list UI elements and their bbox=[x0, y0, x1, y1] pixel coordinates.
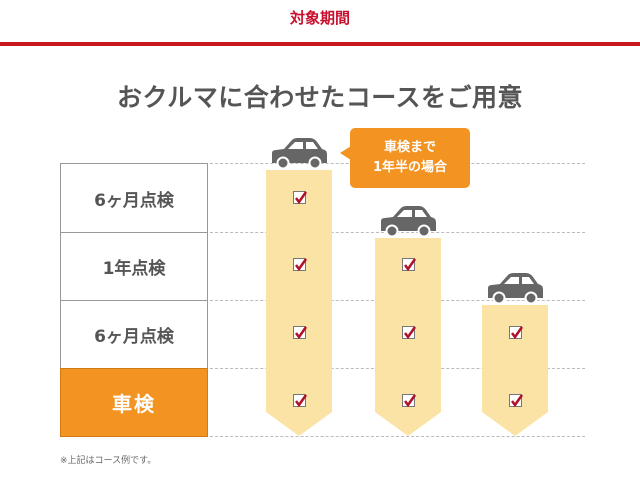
section-header: 対象期間 bbox=[289, 9, 350, 27]
callout-line-1: 車検まで bbox=[383, 140, 436, 155]
checkbox-checked-icon bbox=[402, 394, 417, 407]
callout-line-2: 1年半の場合 bbox=[372, 160, 448, 175]
row-label-2: 1年点検 bbox=[60, 232, 208, 301]
header-divider bbox=[0, 42, 640, 46]
checkbox-checked-icon bbox=[509, 326, 524, 339]
callout-bubble: 車検まで 1年半の場合 bbox=[340, 128, 470, 188]
car-icon bbox=[484, 272, 546, 305]
checkbox-checked-icon bbox=[509, 394, 524, 407]
row-divider bbox=[210, 436, 585, 437]
checkbox-checked-icon bbox=[293, 258, 308, 271]
checkbox-checked-icon bbox=[293, 191, 308, 204]
row-label-1: 6ヶ月点検 bbox=[60, 163, 208, 233]
checkbox-checked-icon bbox=[402, 326, 417, 339]
checkbox-checked-icon bbox=[293, 326, 308, 339]
checkbox-checked-icon bbox=[293, 394, 308, 407]
row-label-3: 6ヶ月点検 bbox=[60, 300, 208, 369]
row-label-shaken: 車検 bbox=[60, 368, 208, 437]
car-icon bbox=[268, 137, 330, 170]
course-column-1 bbox=[266, 170, 332, 436]
car-icon bbox=[377, 205, 439, 238]
page-title: おクルマに合わせたコースをご用意 bbox=[116, 83, 523, 112]
checkbox-checked-icon bbox=[402, 258, 417, 271]
footnote: ※上記はコース例です。 bbox=[60, 456, 157, 466]
